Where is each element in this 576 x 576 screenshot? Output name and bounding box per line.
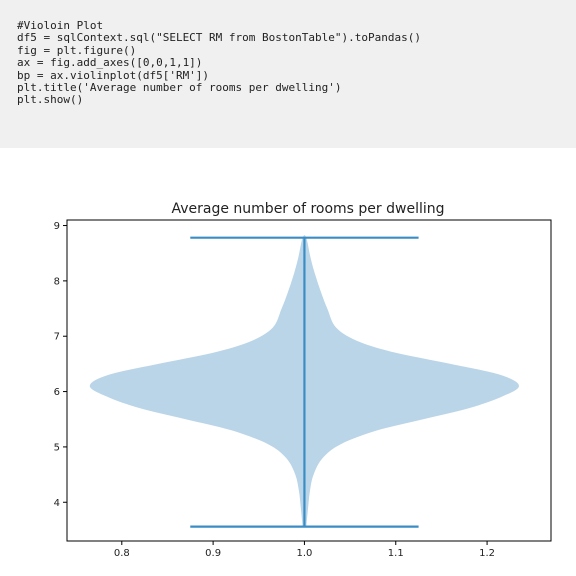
y-tick-label: 9 [54, 221, 60, 232]
plot-layer: 0.8 0.9 1.0 1.1 1.2 4 5 6 7 8 9 [54, 219, 552, 559]
y-tick-label: 5 [54, 442, 60, 453]
y-tick-label: 4 [54, 498, 60, 509]
x-tick-label: 1.2 [479, 548, 495, 559]
y-tick-label: 7 [54, 332, 60, 343]
code-line: fig = plt.figure() [17, 43, 137, 57]
code-line: plt.title('Average number of rooms per d… [17, 80, 342, 94]
chart-title: Average number of rooms per dwelling [171, 201, 444, 217]
axes-frame [66, 219, 552, 542]
code-line: plt.show() [17, 93, 84, 107]
x-tick-label: 1.0 [296, 548, 312, 559]
code-line: bp = ax.violinplot(df5['RM']) [17, 68, 210, 82]
x-tick-label: 0.8 [114, 548, 130, 559]
output-area: Average number of rooms per dwelling 0.8… [0, 148, 576, 571]
y-tick-label: 6 [54, 387, 60, 398]
code-line: #Violoin Plot [17, 19, 104, 32]
violin-chart: Average number of rooms per dwelling 0.8… [54, 201, 552, 559]
x-tick-label: 0.9 [205, 548, 221, 559]
y-tick-label: 8 [54, 276, 60, 287]
code-line: df5 = sqlContext.sql("SELECT RM from Bos… [17, 31, 421, 45]
x-tick-label: 1.1 [388, 548, 404, 559]
code-lines: #Violoin Plot df5 = sqlContext.sql("SELEC… [17, 19, 576, 107]
code-line: ax = fig.add_axes([0,0,1,1]) [17, 56, 203, 70]
code-cell[interactable]: #Violoin Plot df5 = sqlContext.sql("SELEC… [0, 0, 576, 148]
